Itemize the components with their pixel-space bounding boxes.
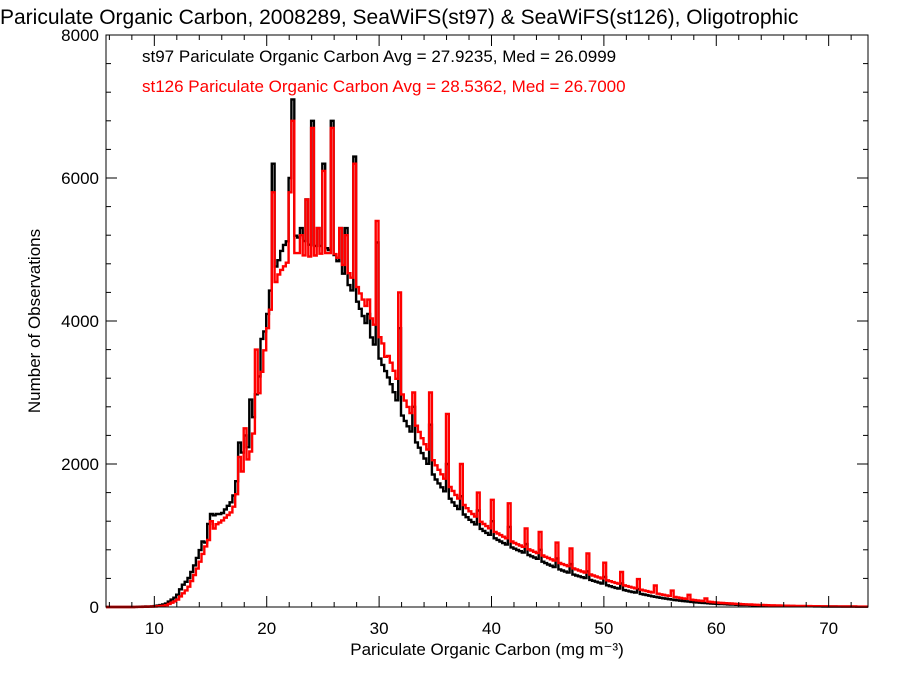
plot-area [106,98,868,609]
y-tick-label: 8000 [61,26,99,45]
legend-st126: st126 Pariculate Organic Carbon Avg = 28… [142,77,626,96]
y-tick-label: 4000 [61,312,99,331]
x-tick-label: 50 [594,619,613,638]
y-tick-label: 0 [90,598,99,617]
x-tick-label: 20 [257,619,276,638]
chart-title: Pariculate Organic Carbon, 2008289, SeaW… [0,6,798,29]
y-tick-label: 2000 [61,455,99,474]
x-axis-label: Pariculate Organic Carbon (mg m⁻³) [350,640,624,659]
x-tick-label: 70 [819,619,838,638]
x-tick-label: 30 [370,619,389,638]
y-axis-label: Number of Observations [25,229,44,413]
axis-ticks: 10 20 30 40 50 60 70 0 2000 4000 6000 8000 [61,26,868,638]
y-tick-label: 6000 [61,169,99,188]
legend-st97: st97 Pariculate Organic Carbon Avg = 27.… [142,47,616,66]
x-tick-label: 10 [145,619,164,638]
series-st126-histogram [106,119,868,609]
series-st97-histogram [106,98,868,609]
x-tick-label: 40 [482,619,501,638]
x-tick-label: 60 [707,619,726,638]
